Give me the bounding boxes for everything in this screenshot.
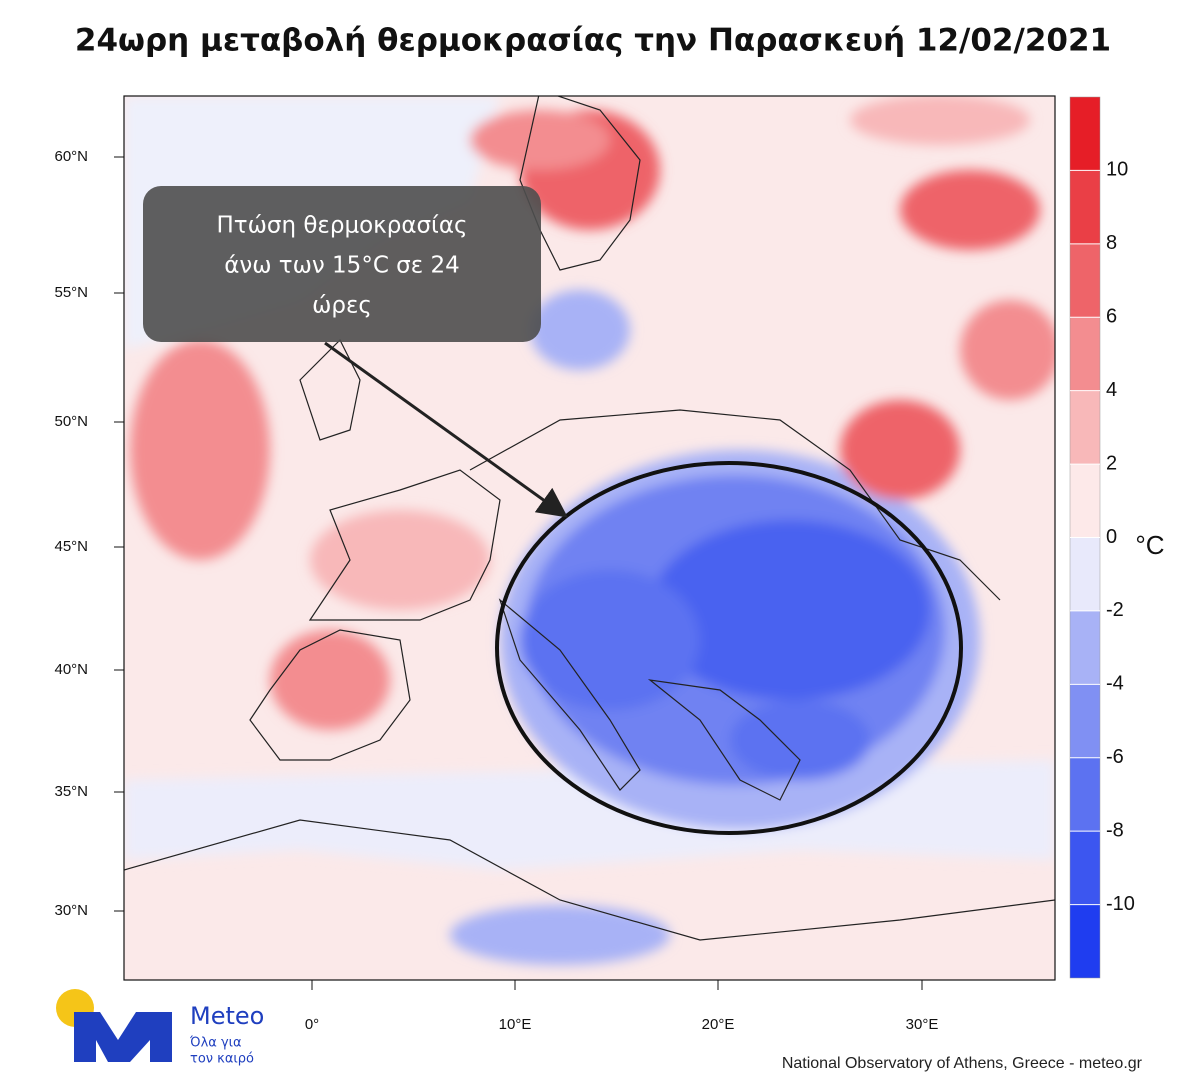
logo: Meteo Όλα για τον καιρό — [56, 989, 264, 1067]
annotation-line: άνω των 15°C σε 24 — [224, 253, 460, 279]
lat-tick-label: 40°N — [54, 661, 88, 678]
colorbar-tick-label: -2 — [1106, 599, 1124, 621]
logo-tagline: τον καιρό — [190, 1052, 254, 1067]
colorbar-unit: °C — [1135, 530, 1164, 560]
lon-tick-label: 20°E — [702, 1016, 735, 1033]
colorbar-bin — [1070, 831, 1100, 905]
colorbar-bin — [1070, 170, 1100, 244]
colorbar-bin — [1070, 243, 1100, 318]
colorbar-tick-label: -4 — [1106, 673, 1124, 695]
colorbar-tick-label: -6 — [1106, 746, 1124, 768]
colorbar-bin — [1070, 757, 1100, 832]
annotation-line: ώρες — [312, 293, 372, 319]
annotation: Πτώση θερμοκρασίας άνω των 15°C σε 24 ώρ… — [143, 186, 568, 518]
title: 24ωρη μεταβολή θερμοκρασίας την Παρασκευ… — [75, 23, 1111, 59]
lon-tick-label: 30°E — [906, 1016, 939, 1033]
colorbar-bin — [1070, 684, 1100, 758]
colorbar-tick-label: 6 — [1106, 306, 1117, 328]
lon-tick-label: 0° — [305, 1016, 319, 1033]
lat-tick-label: 45°N — [54, 538, 88, 555]
lon-tick-label: 10°E — [499, 1016, 532, 1033]
colorbar-bin — [1070, 317, 1100, 391]
colorbar-tick-label: 8 — [1106, 232, 1117, 254]
lat-tick-label: 35°N — [54, 783, 88, 800]
credit: National Observatory of Athens, Greece -… — [782, 1055, 1143, 1072]
map-field — [124, 96, 1055, 980]
colorbar-bin — [1070, 97, 1100, 171]
colorbar-tick-label: 2 — [1106, 452, 1117, 474]
colorbar-bin — [1070, 610, 1100, 685]
lat-tick-label: 60°N — [54, 148, 88, 165]
lat-tick-label: 50°N — [54, 413, 88, 430]
colorbar-bin — [1070, 904, 1100, 978]
logo-name: Meteo — [190, 1002, 264, 1030]
colorbar-tick-label: 4 — [1106, 379, 1117, 401]
lat-tick-label: 30°N — [54, 902, 88, 919]
logo-tagline: Όλα για — [189, 1036, 242, 1051]
map-frame — [123, 95, 1056, 981]
colorbar-bin — [1070, 390, 1100, 465]
colorbar-bin — [1070, 537, 1100, 611]
colorbar-tick-label: 10 — [1106, 159, 1128, 181]
colorbar-tick-label: 0 — [1106, 526, 1117, 548]
colorbar-tick-label: -10 — [1106, 893, 1135, 915]
colorbar-tick-label: -8 — [1106, 819, 1124, 841]
annotation-line: Πτώση θερμοκρασίας — [216, 213, 467, 239]
colorbar-bin — [1070, 464, 1100, 538]
lat-tick-label: 55°N — [54, 284, 88, 301]
